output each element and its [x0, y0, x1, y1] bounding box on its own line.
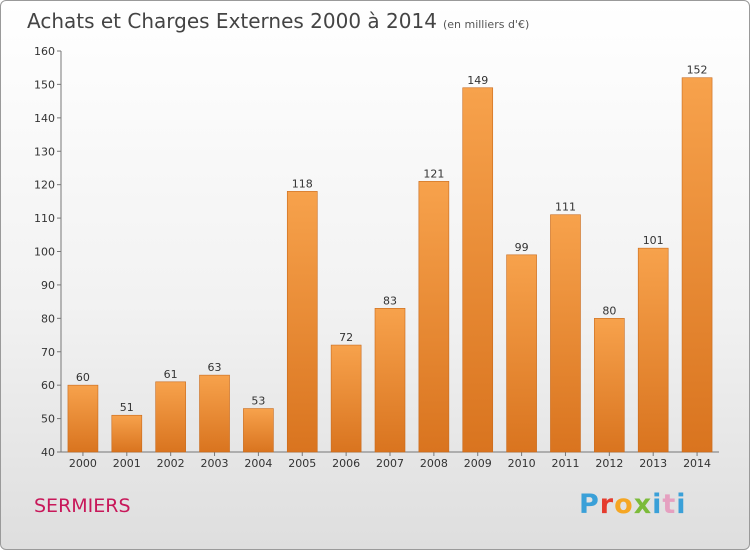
logo-letter: x	[633, 489, 653, 520]
y-tick-label: 100	[34, 246, 55, 259]
value-label-2014: 152	[687, 64, 708, 77]
y-tick-label: 80	[41, 312, 55, 325]
x-tick-label-2000: 2000	[69, 457, 97, 470]
y-tick-label: 70	[41, 346, 55, 359]
chart-subtitle: (en milliers d'€)	[442, 18, 530, 31]
logo-letter: i	[652, 489, 663, 520]
bar-2011	[550, 214, 581, 453]
y-tick-label: 40	[41, 446, 55, 459]
y-tick-label: 150	[34, 78, 55, 91]
y-tick-label: 160	[34, 45, 55, 58]
x-tick-label-2004: 2004	[244, 457, 272, 470]
value-label-2011: 111	[555, 201, 576, 214]
x-tick-label-2014: 2014	[683, 457, 711, 470]
y-tick-label: 50	[41, 413, 55, 426]
bar-2007	[374, 308, 406, 453]
y-tick-label: 130	[34, 145, 55, 158]
bar-2014	[681, 77, 713, 453]
bar-2003	[199, 374, 230, 453]
x-tick-label-2011: 2011	[551, 457, 579, 470]
value-label-2008: 121	[423, 167, 444, 180]
bar-2009	[462, 87, 494, 453]
x-tick-label-2006: 2006	[332, 457, 360, 470]
value-label-2004: 53	[251, 395, 265, 408]
value-label-2005: 118	[292, 177, 313, 190]
bar-2010	[506, 254, 537, 453]
value-label-2003: 63	[208, 361, 222, 374]
value-label-2000: 60	[76, 371, 90, 384]
chart-bars: 60 51 61 63 53 118 72 83 121 149 99 111 80 101 152	[67, 64, 713, 453]
proxiti-logo: Proxiti	[579, 489, 687, 520]
bar-2008	[418, 181, 450, 453]
chart-title-text: Achats et Charges Externes 2000 à 2014	[27, 9, 437, 33]
bar-2000	[67, 384, 99, 453]
logo-letter: i	[676, 489, 687, 520]
y-tick-label: 90	[41, 279, 55, 292]
x-tick-label-2001: 2001	[113, 457, 141, 470]
town-name: SERMIERS	[34, 495, 131, 517]
value-label-2002: 61	[164, 368, 178, 381]
chart-title: Achats et Charges Externes 2000 à 2014 (e…	[27, 9, 529, 33]
value-label-2010: 99	[515, 241, 529, 254]
x-tick-label-2003: 2003	[201, 457, 229, 470]
value-label-2013: 101	[643, 234, 664, 247]
bar-2006	[330, 344, 362, 453]
chart-axes: 40 50 60 70 80 90 100 110 120 130 140 150 160 2000 200…	[34, 45, 719, 470]
y-tick-label: 120	[34, 179, 55, 192]
bar-2005	[286, 191, 318, 453]
value-label-2009: 149	[467, 74, 488, 87]
x-tick-label-2007: 2007	[376, 457, 404, 470]
bar-2001	[111, 414, 143, 453]
y-tick-label: 60	[41, 379, 55, 392]
logo-letter: P	[579, 489, 600, 520]
bar-2013	[637, 247, 669, 453]
x-tick-label-2012: 2012	[595, 457, 623, 470]
y-tick-label: 110	[34, 212, 55, 225]
bar-2002	[155, 381, 186, 453]
logo-letter: o	[614, 489, 634, 520]
x-tick-label-2008: 2008	[420, 457, 448, 470]
bar-2012	[594, 318, 625, 453]
x-tick-label-2013: 2013	[639, 457, 667, 470]
bar-2004	[243, 408, 274, 453]
value-label-2007: 83	[383, 294, 397, 307]
x-tick-label-2005: 2005	[288, 457, 316, 470]
x-tick-label-2002: 2002	[157, 457, 185, 470]
value-label-2006: 72	[339, 331, 353, 344]
x-tick-label-2010: 2010	[508, 457, 536, 470]
logo-letter: t	[662, 489, 677, 520]
value-label-2012: 80	[602, 304, 616, 317]
x-tick-label-2009: 2009	[464, 457, 492, 470]
value-label-2001: 51	[120, 401, 134, 414]
y-tick-label: 140	[34, 112, 55, 125]
logo-letter: r	[599, 489, 615, 520]
